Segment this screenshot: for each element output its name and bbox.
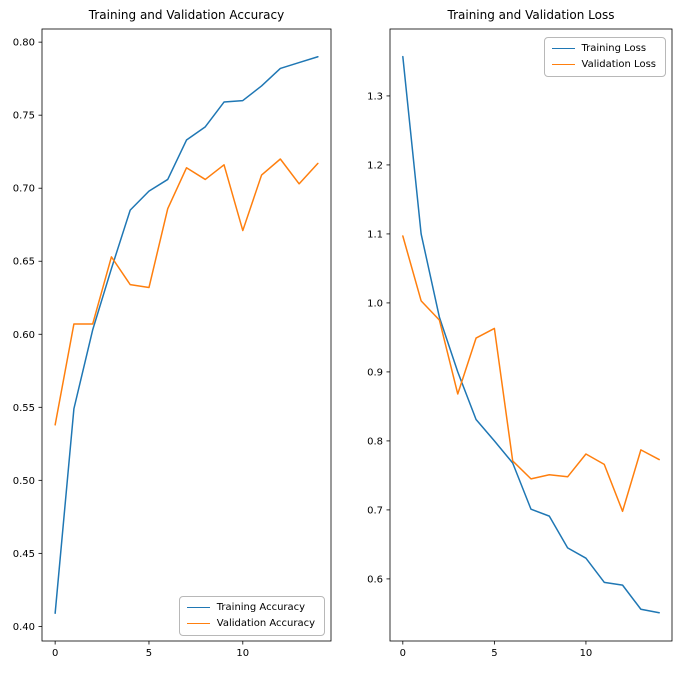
legend-item-validation-loss: Validation Loss (551, 59, 657, 70)
y-tick-label: 0.55 (13, 403, 35, 414)
y-tick-label: 1.0 (367, 298, 383, 309)
legend-item-validation-accuracy: Validation Accuracy (186, 618, 315, 629)
y-tick-label: 0.60 (13, 330, 35, 341)
y-tick-label: 0.70 (13, 184, 35, 195)
x-tick-label: 10 (236, 648, 249, 659)
x-tick-label: 0 (52, 648, 58, 659)
loss-legend: Training Loss Validation Loss (543, 37, 666, 77)
y-tick-label: 0.40 (13, 622, 35, 633)
validation-accuracy-line (54, 158, 319, 426)
loss-y-axis: 0.6 0.7 0.8 0.9 1.0 1.1 1.2 1.3 (367, 91, 390, 585)
accuracy-y-axis: 0.40 0.45 0.50 0.55 0.60 0.65 0.70 0.75 0.80 (13, 38, 42, 633)
y-tick-label: 0.75 (13, 111, 35, 122)
legend-item-training-accuracy: Training Accuracy (186, 602, 315, 613)
validation-accuracy-swatch (186, 623, 210, 624)
x-tick-label: 5 (491, 648, 497, 659)
loss-axes-frame (389, 28, 673, 642)
training-accuracy-legend-label: Training Accuracy (216, 602, 306, 613)
x-tick-label: 0 (400, 648, 406, 659)
loss-x-axis: 0 5 10 (400, 641, 593, 659)
training-loss-legend-label: Training Loss (581, 43, 647, 54)
loss-plot-svg: 0 5 10 0.6 0.7 0.8 0.9 1.0 1.1 1.2 1.3 (367, 28, 673, 659)
y-tick-label: 0.9 (367, 367, 383, 378)
loss-chart-title: Training and Validation Loss (447, 8, 615, 22)
training-accuracy-line (54, 56, 319, 614)
y-tick-label: 1.2 (367, 160, 383, 171)
accuracy-chart-title: Training and Validation Accuracy (88, 8, 285, 22)
x-tick-label: 10 (580, 648, 593, 659)
accuracy-axes-frame (41, 28, 332, 642)
y-tick-label: 0.6 (367, 574, 383, 585)
x-tick-label: 5 (146, 648, 152, 659)
accuracy-x-axis: 0 5 10 (52, 641, 249, 659)
y-tick-label: 0.65 (13, 257, 35, 268)
validation-accuracy-legend-label: Validation Accuracy (216, 618, 315, 629)
validation-loss-swatch (551, 64, 575, 65)
validation-loss-legend-label: Validation Loss (581, 59, 657, 70)
accuracy-chart: Training and Validation Accuracy 0 5 10 0.4… (13, 8, 332, 659)
training-accuracy-swatch (186, 607, 210, 608)
y-tick-label: 1.1 (367, 229, 383, 240)
training-loss-line (402, 55, 660, 614)
validation-loss-line (402, 235, 660, 513)
y-tick-label: 0.45 (13, 549, 35, 560)
training-loss-swatch (551, 48, 575, 49)
accuracy-legend: Training Accuracy Validation Accuracy (178, 596, 325, 636)
accuracy-plot-svg: 0 5 10 0.40 0.45 0.50 0.55 0.60 0.65 0.70 0.75 0.80 (13, 28, 332, 659)
legend-item-training-loss: Training Loss (551, 43, 657, 54)
y-tick-label: 0.80 (13, 38, 35, 49)
y-tick-label: 0.7 (367, 505, 383, 516)
y-tick-label: 1.3 (367, 91, 383, 102)
y-tick-label: 0.8 (367, 436, 383, 447)
y-tick-label: 0.50 (13, 476, 35, 487)
loss-chart: Training and Validation Loss 0 5 10 0.6 0.7 0… (340, 0, 680, 682)
